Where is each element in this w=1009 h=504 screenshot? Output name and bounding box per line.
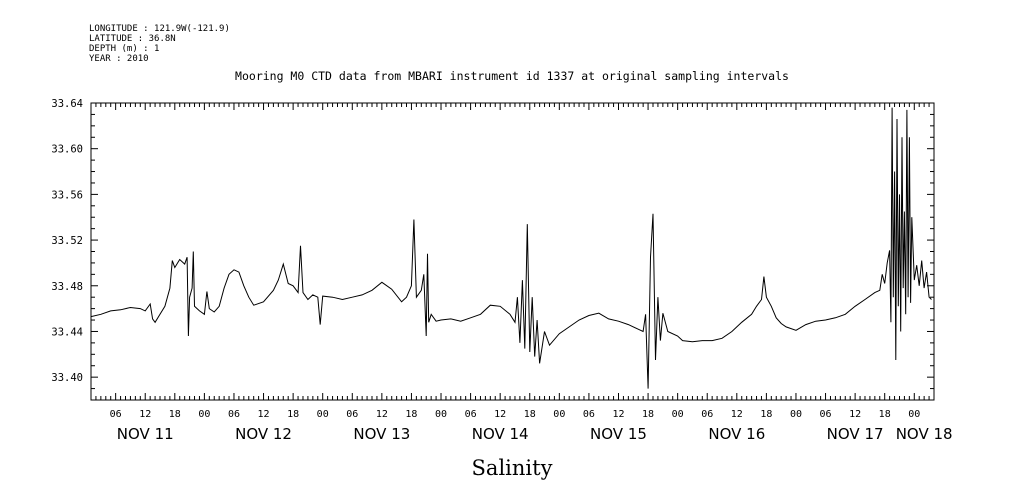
y-tick-label: 33.64 — [51, 98, 83, 110]
x-axis-label: Salinity — [472, 456, 553, 480]
series-layer — [90, 107, 932, 389]
y-axis: 33.40 33.44 33.48 33.52 33.56 33.60 33.64 — [51, 98, 934, 401]
x-day-label: NOV 14 — [472, 425, 529, 443]
x-hour-label: 06 — [110, 409, 122, 420]
x-hour-label: 12 — [849, 409, 861, 420]
x-hour-label: 06 — [465, 409, 477, 420]
x-hour-label: 06 — [346, 409, 358, 420]
x-hour-label: 18 — [287, 409, 299, 420]
x-day-label: NOV 18 — [896, 425, 953, 443]
x-hour-label: 00 — [908, 409, 920, 420]
x-day-label: NOV 12 — [235, 425, 292, 443]
x-day-label: NOV 13 — [353, 425, 410, 443]
x-axis: 06 12 18 00 06 12 18 00 06 12 18 00 06 12 18 00 06 12 18 00… — [90, 103, 953, 443]
x-hour-label: 18 — [642, 409, 654, 420]
x-hour-label: 00 — [672, 409, 684, 420]
meta-year: YEAR : 2010 — [89, 54, 149, 64]
chart-title: Mooring M0 CTD data from MBARI instrumen… — [235, 69, 789, 83]
x-hour-label: 18 — [169, 409, 181, 420]
y-tick-label: 33.40 — [51, 372, 83, 384]
y-tick-label: 33.56 — [51, 189, 83, 201]
plot-frame — [90, 102, 935, 401]
x-hour-label: 06 — [583, 409, 595, 420]
meta-depth: DEPTH (m) : 1 — [89, 44, 159, 54]
x-hour-label: 18 — [405, 409, 417, 420]
x-hour-label: 12 — [258, 409, 270, 420]
x-hour-label: 00 — [198, 409, 210, 420]
x-hour-label: 06 — [228, 409, 240, 420]
x-hour-label: 12 — [494, 409, 506, 420]
y-tick-label: 33.60 — [51, 144, 83, 156]
y-tick-label: 33.52 — [51, 235, 83, 247]
x-hour-label: 00 — [553, 409, 565, 420]
series-line-0 — [90, 107, 932, 389]
x-hour-label: 18 — [760, 409, 772, 420]
x-hour-label: 12 — [139, 409, 151, 420]
x-hour-label: 12 — [376, 409, 388, 420]
x-day-label: NOV 11 — [117, 425, 174, 443]
meta-longitude: LONGITUDE : 121.9W(-121.9) — [89, 24, 230, 34]
x-hour-label: 18 — [879, 409, 891, 420]
x-hour-label: 06 — [701, 409, 713, 420]
x-hour-label: 06 — [820, 409, 832, 420]
x-hour-label: 12 — [612, 409, 624, 420]
x-hour-label: 00 — [317, 409, 329, 420]
y-tick-label: 33.44 — [51, 326, 83, 338]
meta-latitude: LATITUDE : 36.8N — [89, 34, 176, 44]
x-day-label: NOV 17 — [827, 425, 884, 443]
x-hour-label: 18 — [524, 409, 536, 420]
x-hour-label: 00 — [435, 409, 447, 420]
y-tick-label: 33.48 — [51, 281, 83, 293]
x-day-label: NOV 16 — [708, 425, 765, 443]
x-day-label: NOV 15 — [590, 425, 647, 443]
x-hour-label: 00 — [790, 409, 802, 420]
x-hour-label: 12 — [731, 409, 743, 420]
